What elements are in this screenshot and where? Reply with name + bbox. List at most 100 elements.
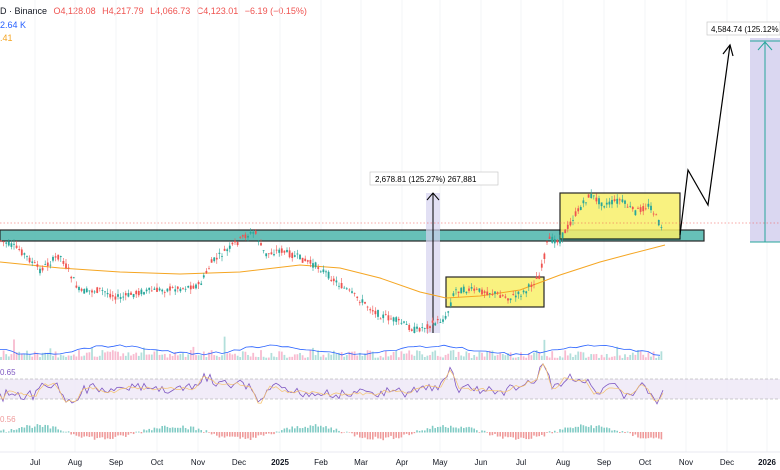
macd-bar (192, 426, 195, 433)
open-value: O4,128.08 (53, 6, 96, 16)
volume-bar (387, 356, 390, 360)
candle-body (137, 290, 140, 296)
macd-bar (408, 432, 410, 436)
candle-body (114, 296, 117, 300)
target-label: 4,584.74 (125.12% (711, 25, 779, 34)
macd-bar (299, 428, 301, 433)
macd-bar (504, 432, 507, 437)
candle-body (228, 245, 231, 249)
candle-body (148, 287, 151, 290)
volume-bar (624, 354, 626, 360)
macd-bar (465, 427, 468, 433)
macd-bar (424, 430, 426, 433)
macd-bar (49, 428, 52, 433)
candle-body (478, 288, 481, 292)
drawing-arrows (679, 43, 734, 236)
candle-body (163, 292, 166, 294)
candle-body (540, 263, 543, 268)
macd-bar (577, 426, 579, 433)
volume-bar (148, 354, 151, 360)
macd-bar (413, 432, 416, 434)
volume-bar (377, 357, 379, 360)
candle-body (304, 258, 307, 262)
volume-bar (171, 355, 174, 360)
volume-bar (195, 355, 197, 360)
candle-body (283, 250, 286, 253)
volume-bar (85, 352, 88, 360)
volume-bar (538, 352, 541, 360)
macd-bar (626, 431, 629, 433)
macd-bar (455, 427, 457, 433)
volume-bar (343, 356, 346, 360)
macd-bar (314, 424, 317, 433)
ma-line (0, 244, 666, 299)
candle-body (257, 241, 260, 242)
volume-bar (223, 336, 226, 360)
volume-bar (150, 354, 153, 360)
volume-bar (364, 353, 366, 360)
candle-body (473, 288, 476, 291)
candle-body (353, 292, 356, 294)
macd-bar (283, 428, 286, 433)
macd-bar (203, 432, 205, 433)
candle-body (556, 240, 559, 243)
macd-bar (210, 432, 213, 435)
volume-bar (637, 350, 639, 360)
volume-bar (280, 351, 283, 360)
candle-body (39, 268, 41, 274)
candle-body (343, 287, 346, 289)
macd-bar (96, 432, 98, 439)
macd-bar (13, 430, 15, 433)
volume-bar (98, 355, 101, 360)
volume-bar (392, 351, 395, 360)
volume-bar (36, 352, 39, 360)
volume-bar (429, 355, 431, 360)
candle-body (405, 323, 408, 325)
candle-body (244, 234, 247, 239)
candle-body (291, 253, 294, 259)
macd-value: 0.56 (0, 415, 16, 424)
macd-bar (595, 425, 598, 433)
candle-body (403, 321, 405, 323)
macd-bar (317, 426, 319, 433)
volume-bar (145, 354, 148, 360)
macd-bar (642, 432, 644, 439)
macd-bar (431, 425, 434, 433)
candle-body (239, 236, 242, 238)
volume-bar (319, 356, 322, 360)
macd-bar (507, 432, 509, 438)
candle-body (345, 288, 348, 290)
candle-body (184, 288, 187, 290)
candle-body (275, 249, 278, 251)
macd-bar (652, 432, 655, 439)
rsi-value: 0.65 (0, 368, 16, 377)
macd-bar (226, 432, 228, 437)
macd-bar (481, 430, 483, 433)
candle-body (119, 297, 122, 299)
macd-bar (171, 427, 174, 433)
volume-bar (527, 353, 530, 360)
volume-bar (603, 357, 606, 360)
volume-bar (403, 353, 405, 360)
volume-bar (18, 351, 21, 360)
volume-bar (20, 353, 23, 360)
macd-bar (551, 432, 553, 434)
volume-bar (504, 355, 507, 360)
volume-bar (418, 351, 421, 360)
volume-bar (431, 351, 434, 360)
candle-body (332, 278, 335, 282)
macd-bar (249, 432, 252, 441)
volume-bar (496, 354, 499, 360)
candle-body (579, 207, 582, 210)
macd-bar (106, 432, 109, 439)
macd-bar (255, 432, 257, 438)
volume-bar (582, 352, 585, 360)
candle-body (520, 295, 522, 297)
candle-body (166, 288, 169, 292)
time-axis-label: Oct (639, 458, 652, 467)
volume-bar (587, 356, 590, 360)
volume-bar (270, 352, 273, 360)
volume-bar (301, 355, 304, 360)
candle-body (309, 259, 312, 264)
